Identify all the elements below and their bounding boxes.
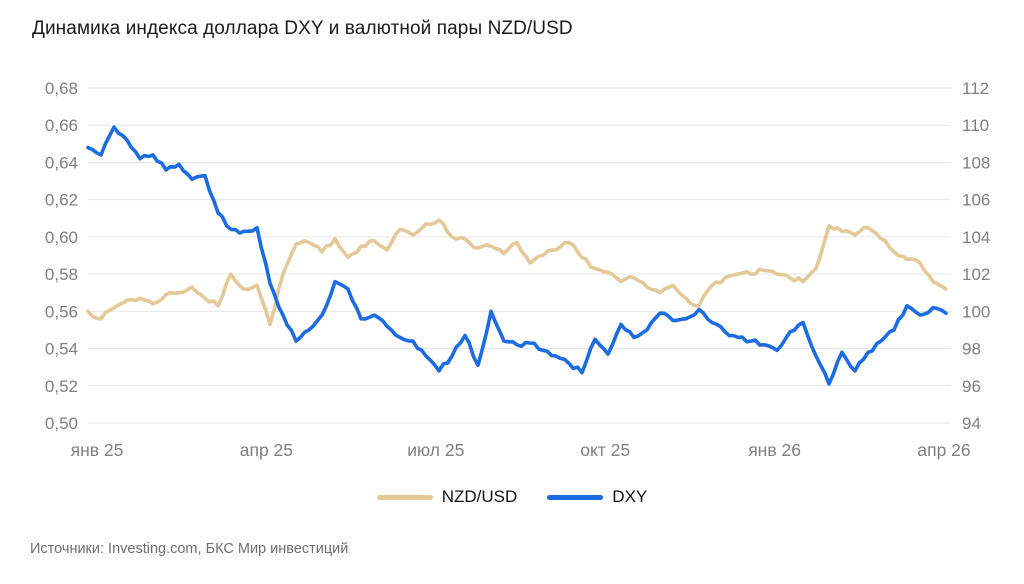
y-axis-right-label: 108	[962, 153, 990, 172]
y-axis-right-label: 98	[962, 340, 981, 359]
y-axis-left-label: 0,58	[45, 265, 78, 284]
y-axis-left-label: 0,68	[45, 79, 78, 98]
y-axis-left-label: 0,60	[45, 228, 78, 247]
legend-item-dxy: DXY	[547, 487, 647, 507]
y-axis-right-label: 112	[962, 79, 989, 98]
y-axis-right-label: 96	[962, 377, 981, 396]
legend-label-nzdusd: NZD/USD	[441, 487, 518, 506]
nzdusd-line-swatch-icon	[376, 494, 433, 500]
source-note: Источники: Investing.com, БКС Мир инвест…	[30, 541, 349, 557]
y-axis-right-label: 110	[962, 116, 989, 135]
y-axis-left-label: 0,50	[45, 414, 78, 433]
dxy-line-swatch-icon	[547, 494, 604, 500]
y-axis-left-label: 0,56	[45, 302, 78, 321]
y-axis-right-label: 106	[962, 191, 990, 210]
series-line-dxy	[86, 125, 948, 386]
y-axis-right-label: 94	[962, 414, 981, 433]
series-line-nzdusd	[86, 218, 948, 327]
y-axis-left-label: 0,52	[45, 377, 78, 396]
x-axis-tick-label: июл 25	[407, 440, 464, 460]
y-axis-right-label: 102	[962, 265, 990, 284]
x-axis-tick-label: окт 25	[580, 440, 630, 460]
x-axis-tick-label: янв 25	[71, 440, 124, 460]
y-axis-left-label: 0,54	[45, 340, 78, 359]
page-title: Динамика индекса доллара DXY и валютной …	[32, 18, 573, 39]
legend-item-nzdusd: NZD/USD	[376, 487, 518, 507]
y-axis-left-label: 0,62	[45, 191, 78, 210]
chart-legend: NZD/USD DXY	[0, 487, 1024, 507]
y-axis-left-label: 0,66	[45, 116, 78, 135]
legend-label-dxy: DXY	[612, 487, 648, 506]
x-axis-tick-label: апр 25	[240, 440, 293, 460]
x-axis-tick-label: янв 26	[748, 440, 801, 460]
y-axis-right-label: 104	[962, 228, 990, 247]
x-axis-tick-label: апр 26	[917, 440, 970, 460]
line-chart: 0,68 112 0,66 110 0,64 108 0,62 106 0,60 104 0,58 1…	[45, 79, 990, 460]
y-axis-right-label: 100	[962, 302, 990, 321]
y-axis-left-label: 0,64	[45, 153, 78, 172]
